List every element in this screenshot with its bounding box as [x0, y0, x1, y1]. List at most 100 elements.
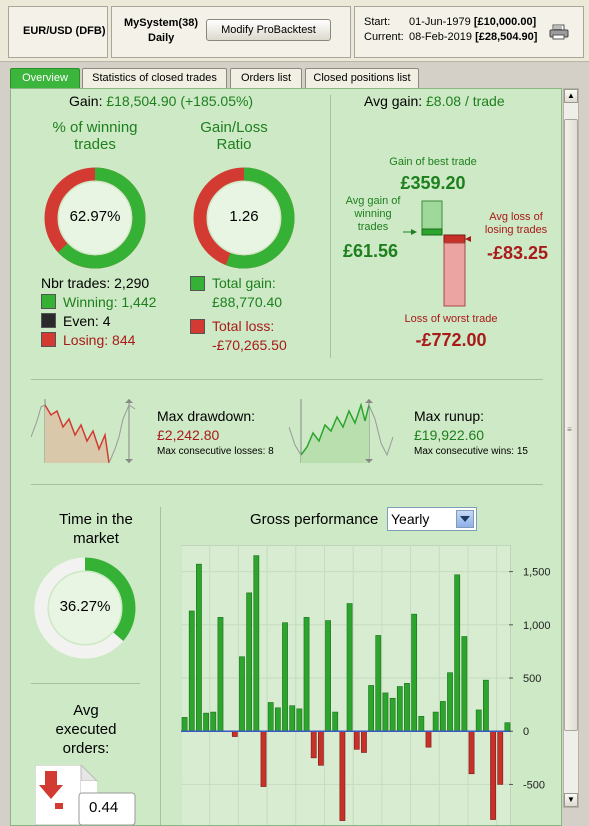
- orders-title-line1: Avg: [73, 702, 99, 719]
- bar-positive: [411, 613, 418, 732]
- y-tick-label: 0: [523, 726, 529, 738]
- modify-probacktest-button[interactable]: Modify ProBacktest: [206, 19, 331, 41]
- bar-positive: [368, 685, 374, 732]
- bar-positive: [246, 592, 253, 732]
- runup-area: [301, 405, 369, 463]
- avg-win-label: Avg gain of winning trades: [333, 195, 413, 234]
- bar-positive: [382, 692, 389, 732]
- bar-negative: [318, 730, 324, 766]
- tab-closed-positions-list[interactable]: Closed positions list: [305, 68, 419, 88]
- system-name: MySystem(38): [124, 17, 198, 29]
- total-gain-label: Total gain:: [212, 275, 276, 291]
- losing-count: Losing: 844: [63, 332, 136, 348]
- bar-positive: [404, 683, 410, 732]
- gain-line: Gain: £18,504.90 (+185.05%): [69, 93, 253, 109]
- winning-donut-center: [59, 182, 131, 254]
- dropdown-arrow-icon[interactable]: [456, 510, 474, 528]
- ratio-value: 1.26: [229, 208, 259, 225]
- total-loss-value: -£70,265.50: [212, 337, 287, 353]
- report-header: EUR/USD (DFB) MySystem(38) Daily Modify …: [0, 0, 589, 62]
- avg-loss-arrow-icon: [465, 236, 471, 242]
- avg-loss-label: Avg loss of losing trades: [481, 211, 551, 237]
- vertical-scrollbar[interactable]: ▲ ≡ ▼: [563, 88, 579, 808]
- bar-negative: [339, 730, 346, 821]
- bar-positive: [203, 712, 209, 732]
- start-label: Start:: [364, 16, 391, 28]
- avg-win-arrow-icon: [411, 229, 417, 235]
- bar-positive: [461, 636, 468, 732]
- total-gain-value: £88,770.40: [212, 294, 283, 310]
- avg-gain-value: £8.08 / trade: [426, 93, 505, 109]
- overview-panel: Gain: £18,504.90 (+185.05%) % of winning…: [10, 88, 562, 826]
- time-in-market-title: Time in the market: [31, 510, 161, 548]
- bar-positive: [447, 672, 453, 732]
- bar-positive: [239, 656, 245, 732]
- bar-positive: [332, 711, 339, 732]
- scrollbar-thumb[interactable]: [564, 119, 578, 731]
- max-drawdown-value: £2,242.80: [157, 427, 220, 443]
- tab-overview[interactable]: Overview: [10, 68, 80, 89]
- avg-loss-value: -£83.25: [487, 243, 549, 263]
- bar-positive: [282, 622, 288, 732]
- scroll-up-icon[interactable]: ▲: [564, 89, 578, 103]
- bar-negative: [260, 730, 267, 787]
- time-donut-center: [49, 572, 121, 644]
- avg-executed-orders-title: Avg executed orders:: [31, 701, 141, 758]
- scroll-grip-icon: ≡: [567, 425, 572, 434]
- start-value: [£10,000.00]: [473, 16, 537, 28]
- bar-positive: [289, 705, 296, 732]
- tab-statistics-closed-trades[interactable]: Statistics of closed trades: [82, 68, 227, 88]
- orders-title-line2: executed: [55, 721, 117, 738]
- tab-orders-list[interactable]: Orders list: [230, 68, 302, 88]
- bar-positive: [439, 701, 446, 732]
- bar-positive: [346, 603, 353, 732]
- bar-negative: [361, 730, 367, 753]
- gross-y-axis: 1,500 1,000 500 0 -500: [509, 567, 551, 791]
- section-divider-2: [31, 484, 543, 485]
- avg-win-label-line2: winning: [354, 208, 392, 220]
- bar-positive: [196, 563, 202, 732]
- bar-positive: [210, 711, 217, 732]
- total-gain-swatch: [190, 276, 205, 291]
- avg-win-value: £61.56: [343, 241, 399, 261]
- system-period: Daily: [148, 32, 175, 44]
- time-in-market-value: 36.27%: [59, 598, 111, 615]
- max-consecutive-losses: Max consecutive losses: 8: [157, 446, 274, 457]
- printer-icon[interactable]: [549, 24, 569, 40]
- bar-negative: [490, 730, 496, 820]
- bar-positive: [253, 555, 260, 732]
- losing-legend-swatch: [41, 332, 56, 347]
- section-divider-1: [31, 379, 543, 380]
- dates-cell: Start: 01-Jun-1979 [£10,000.00] Current:…: [354, 6, 584, 58]
- winning-legend-swatch: [41, 294, 56, 309]
- bar-positive: [432, 711, 439, 732]
- gain-loss-donut: [193, 167, 295, 269]
- period-select[interactable]: Yearly: [387, 507, 477, 531]
- bar-negative: [468, 730, 475, 775]
- gross-performance-title: Gross performance: [250, 511, 379, 528]
- scroll-down-icon[interactable]: ▼: [564, 793, 578, 807]
- bar-positive: [325, 620, 331, 732]
- time-title-line2: market: [73, 530, 119, 547]
- winning-title-line1: % of winning: [52, 119, 138, 136]
- bar-negative: [310, 730, 317, 759]
- bar-positive: [396, 686, 403, 732]
- worst-trade-bar: [443, 242, 466, 307]
- bar-positive: [475, 709, 482, 732]
- section-divider-vertical: [330, 95, 331, 358]
- bar-positive: [274, 707, 281, 732]
- drawdown-area: [45, 405, 109, 463]
- current-label: Current:: [364, 31, 404, 43]
- bar-negative: [425, 730, 432, 748]
- y-tick-label: 1,000: [523, 620, 551, 632]
- winning-title-line2: trades: [74, 136, 116, 153]
- current-date-line: 08-Feb-2019 [£28,504.90]: [409, 31, 537, 43]
- y-tick-label: -500: [523, 779, 545, 791]
- orders-title-line3: orders:: [62, 740, 110, 757]
- worst-trade-label: Loss of worst trade: [404, 313, 498, 325]
- even-legend-swatch: [41, 313, 56, 328]
- bar-positive: [389, 697, 396, 732]
- winning-count: Winning: 1,442: [63, 294, 157, 310]
- bar-positive: [303, 617, 310, 732]
- avg-loss-label-line2: losing trades: [484, 224, 548, 236]
